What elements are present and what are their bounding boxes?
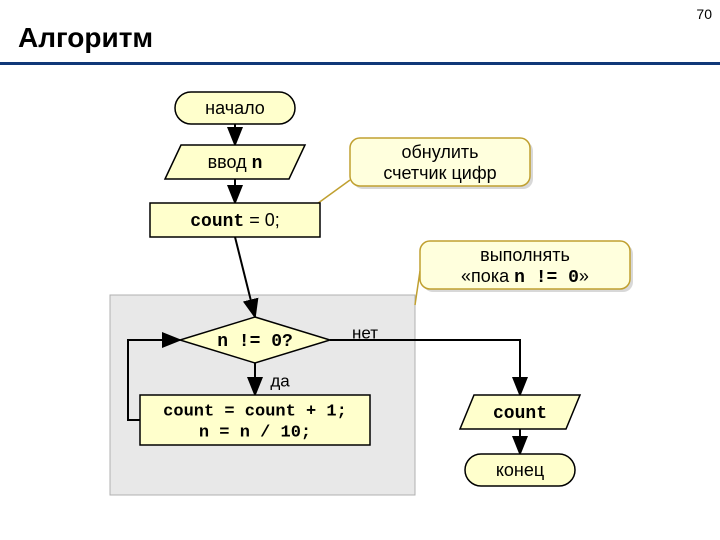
callout-reset: обнулить счетчик цифр [350,138,533,189]
input-node: ввод n [165,145,305,179]
svg-text:ввод n: ввод n [208,152,263,174]
init-node: count = 0; [150,203,320,237]
svg-text:конец: конец [496,460,544,480]
output-node: count [460,395,580,429]
svg-text:«пока n != 0»: «пока n != 0» [461,266,589,288]
svg-text:счетчик цифр: счетчик цифр [383,163,496,183]
svg-text:выполнять: выполнять [480,245,570,265]
svg-text:count = 0;: count = 0; [190,210,280,232]
svg-text:count = count + 1;: count = count + 1; [163,402,347,421]
svg-text:n != 0?: n != 0? [217,332,293,352]
edge-label-no: нет [352,323,378,342]
loop-body-node: count = count + 1; n = n / 10; [140,395,370,445]
svg-text:начало: начало [205,98,265,118]
end-node: конец [465,454,575,486]
callout-loop: выполнять «пока n != 0» [420,241,633,292]
svg-text:обнулить: обнулить [401,142,478,162]
flowchart: начало ввод n count = 0; n != 0? count =… [0,0,720,540]
edge-label-yes: да [270,371,290,390]
svg-text:count: count [493,404,547,424]
start-node: начало [175,92,295,124]
svg-text:n = n / 10;: n = n / 10; [199,423,311,442]
